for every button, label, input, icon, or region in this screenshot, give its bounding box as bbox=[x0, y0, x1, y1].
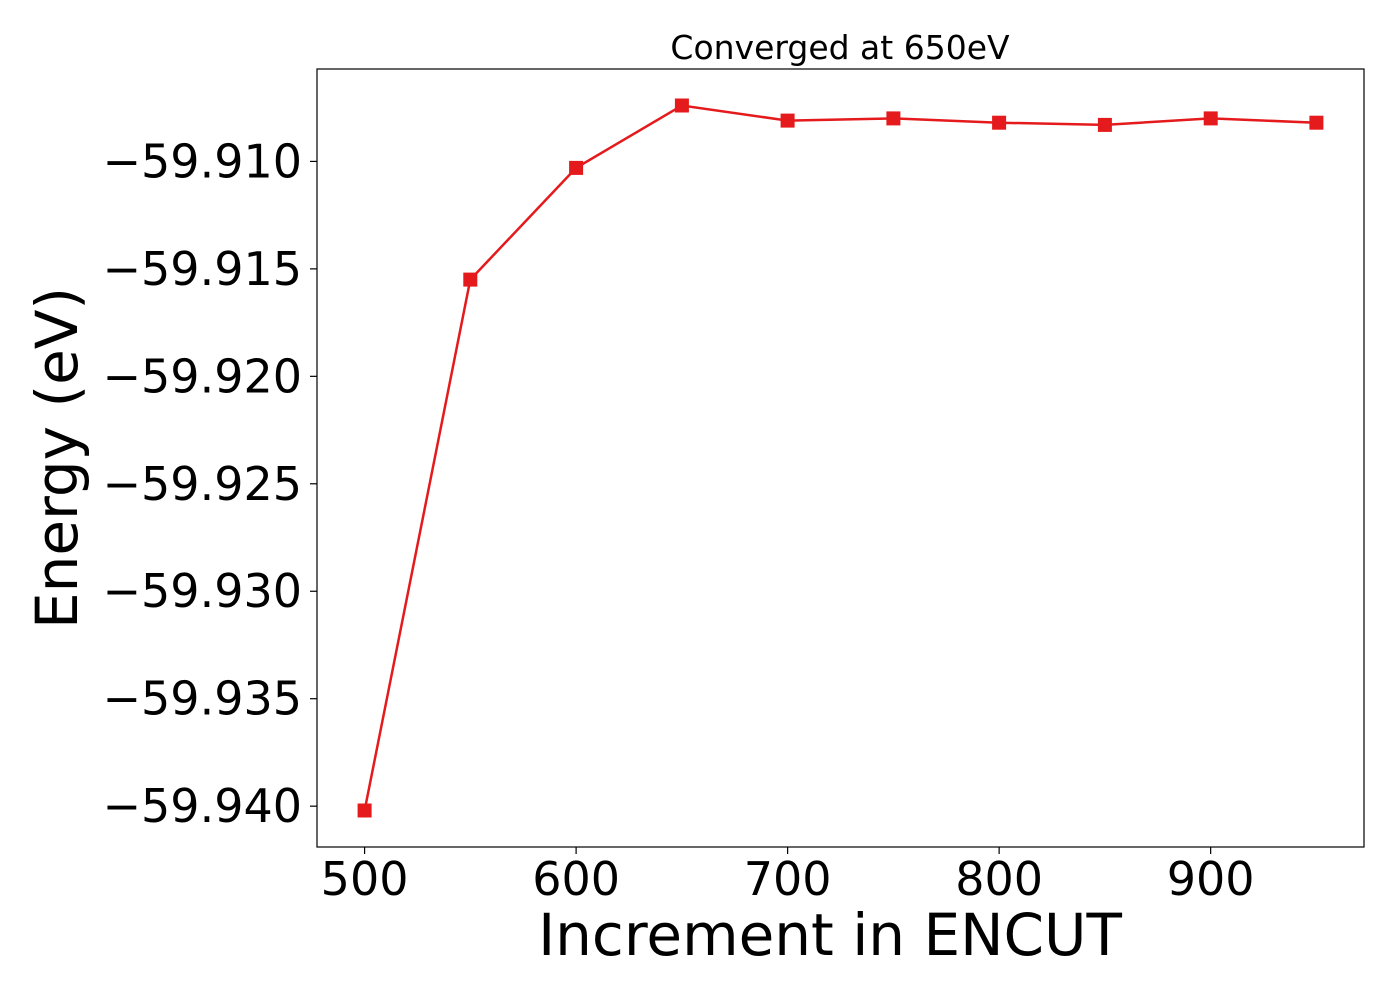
x-tick-label: 800 bbox=[955, 852, 1043, 906]
chart-title: Converged at 650eV bbox=[670, 28, 1010, 67]
y-tick-label: −59.915 bbox=[103, 242, 303, 296]
y-tick-label: −59.940 bbox=[103, 779, 303, 833]
data-point bbox=[674, 98, 689, 113]
data-point bbox=[357, 803, 372, 818]
data-point bbox=[569, 160, 584, 175]
data-point bbox=[992, 115, 1007, 130]
y-tick-label: −59.935 bbox=[103, 672, 303, 726]
y-tick-label: −59.925 bbox=[103, 457, 303, 511]
x-axis-label: Increment in ENCUT bbox=[538, 901, 1122, 969]
data-point bbox=[780, 113, 795, 128]
data-point bbox=[1097, 117, 1112, 132]
x-tick-label: 700 bbox=[744, 852, 832, 906]
x-tick-label: 600 bbox=[532, 852, 620, 906]
data-point bbox=[463, 272, 478, 287]
y-tick-label: −59.920 bbox=[103, 349, 303, 403]
data-point bbox=[1309, 115, 1324, 130]
data-point bbox=[1203, 111, 1218, 126]
y-tick-label: −59.910 bbox=[103, 134, 303, 188]
data-point bbox=[886, 111, 901, 126]
x-tick-label: 500 bbox=[321, 852, 409, 906]
x-tick-label: 900 bbox=[1167, 852, 1255, 906]
plot-frame bbox=[316, 68, 1365, 848]
y-tick-label: −59.930 bbox=[103, 564, 303, 618]
series-line bbox=[363, 104, 1317, 811]
y-axis-label: Energy (eV) bbox=[23, 287, 91, 629]
